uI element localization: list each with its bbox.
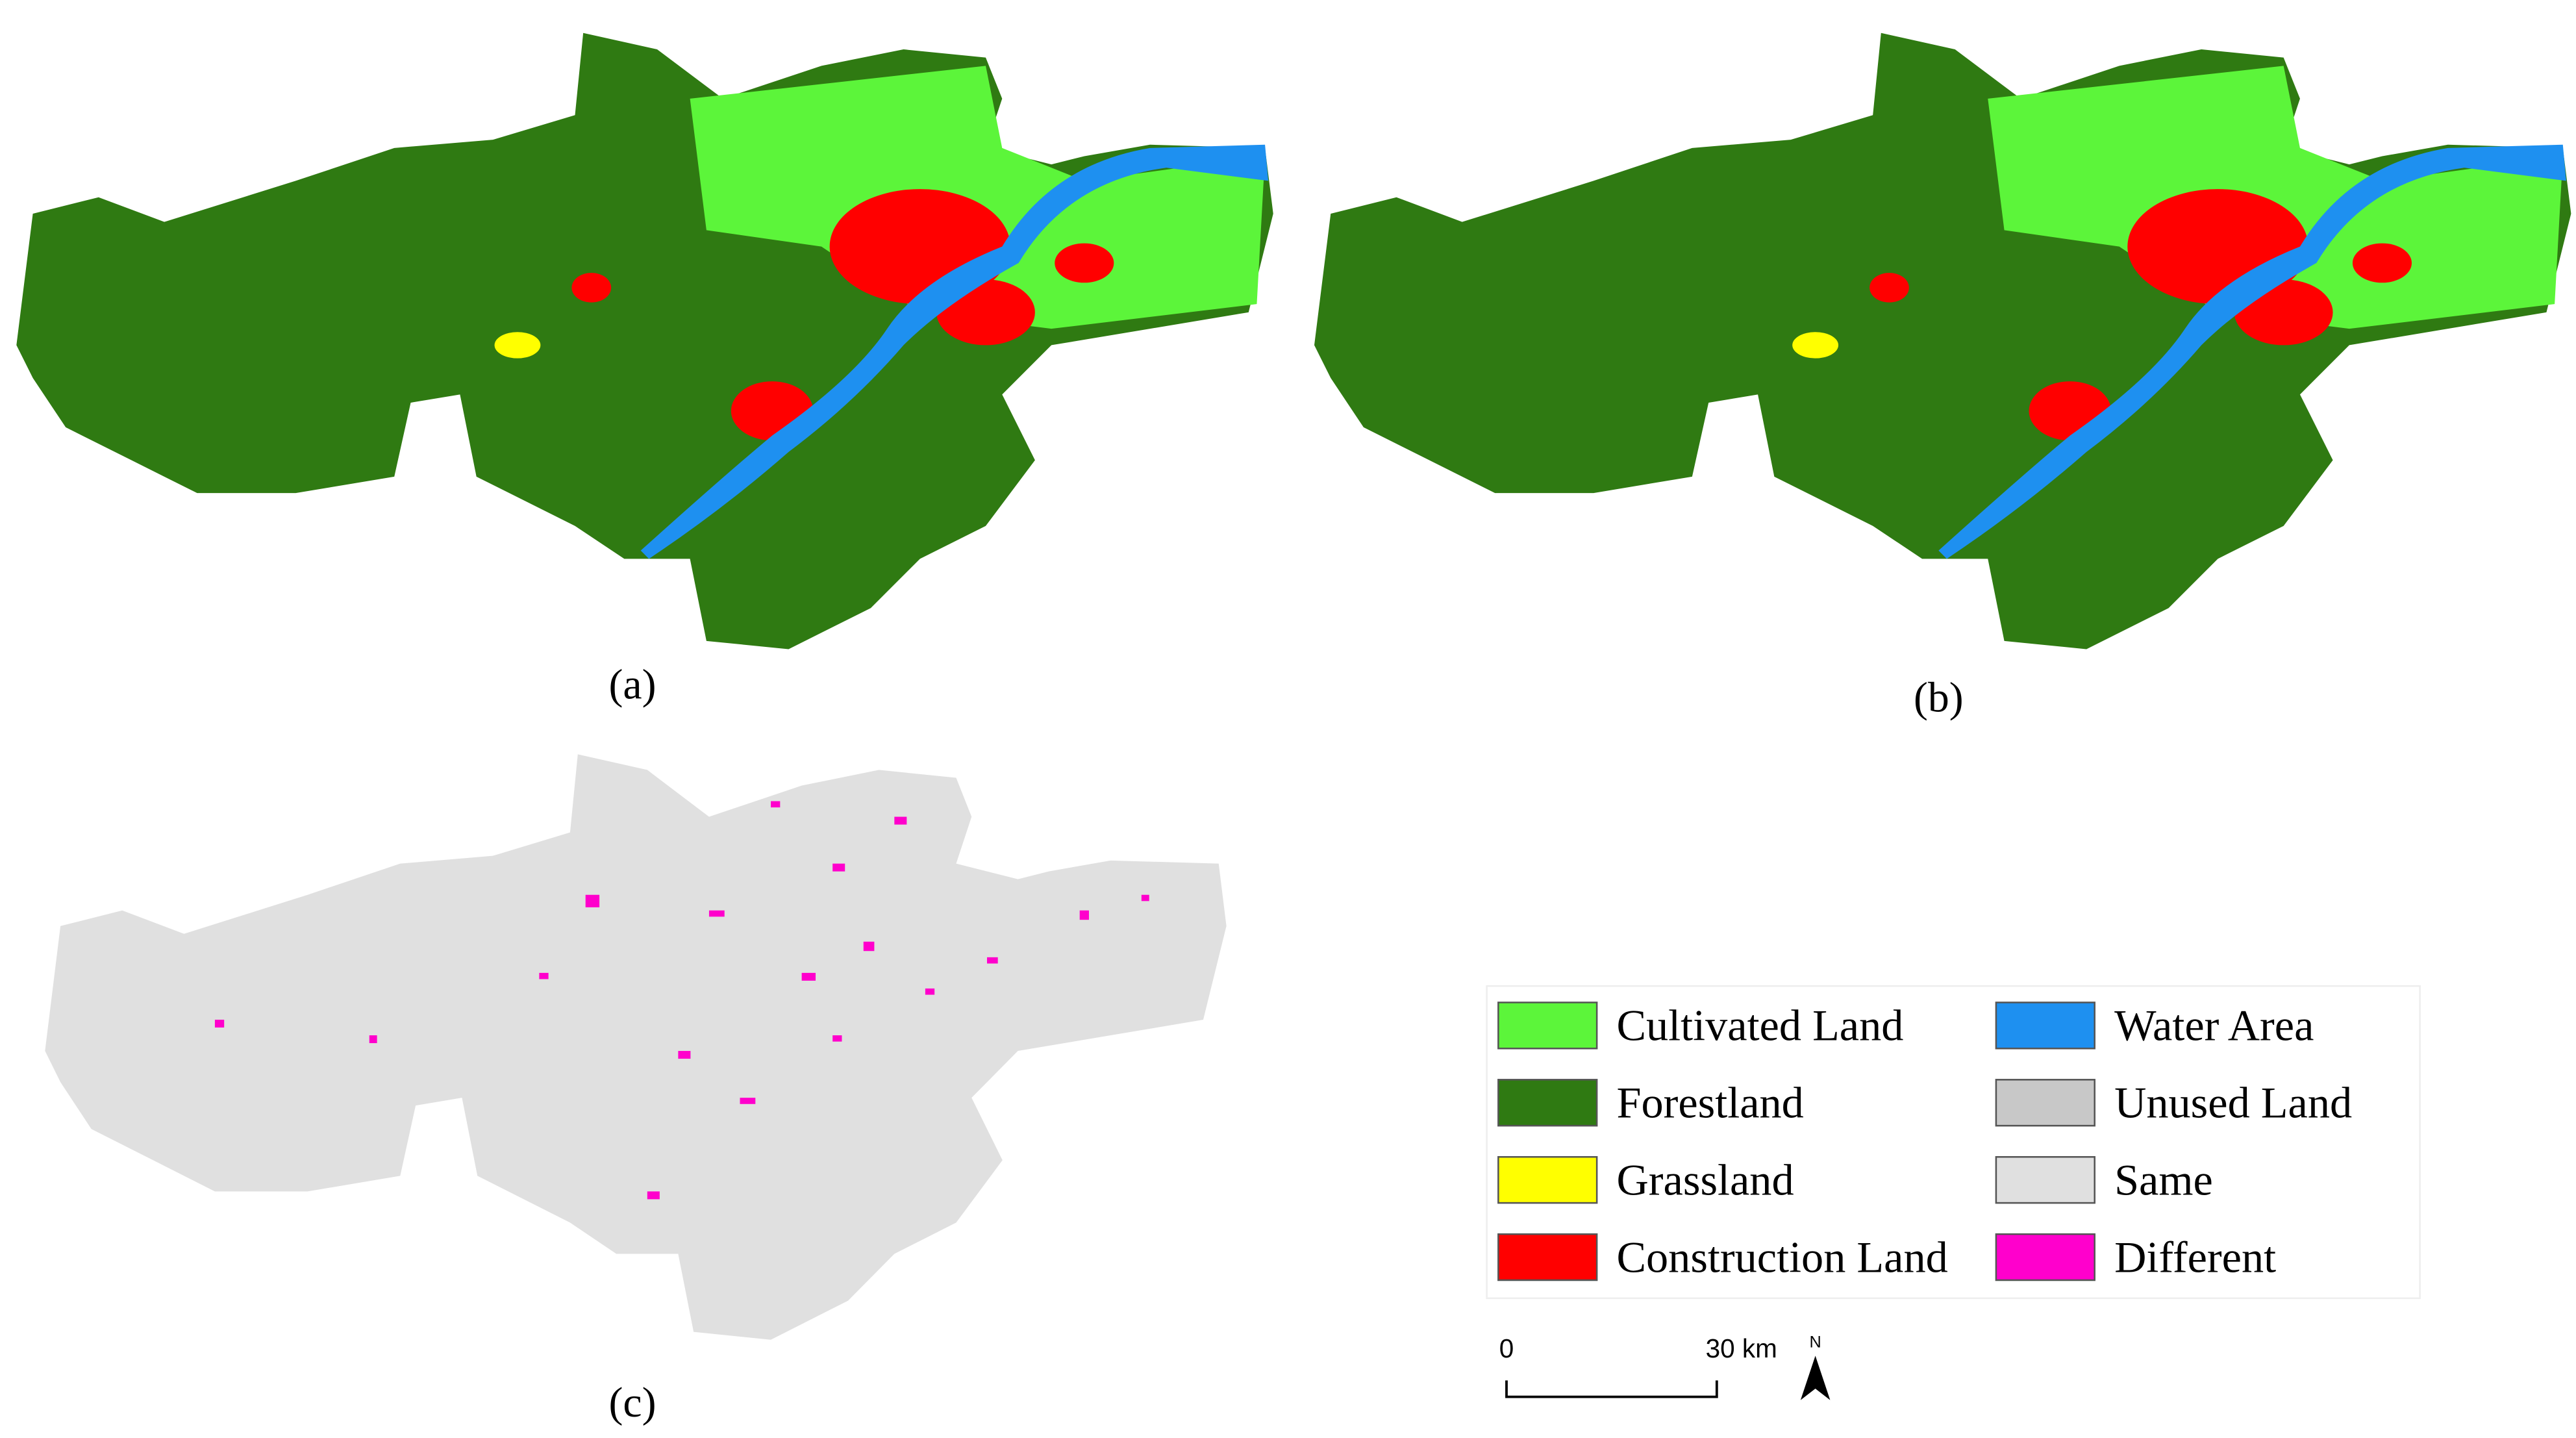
legend-swatch: [1497, 1002, 1598, 1050]
panel-label: (c): [609, 1379, 657, 1426]
map-c: [45, 754, 1227, 1340]
legend-label: Cultivated Land: [1616, 1001, 1903, 1050]
legend-label: Same: [2114, 1155, 2213, 1204]
legend-label: Forestland: [1616, 1078, 1803, 1128]
legend-label: Water Area: [2114, 1001, 2314, 1050]
panel-label: (b): [1914, 674, 1964, 722]
scale-end: 30 km: [1706, 1333, 1777, 1363]
legend-swatch: [1497, 1233, 1598, 1281]
legend-swatch: [1497, 1155, 1598, 1204]
panel-label: (a): [609, 661, 657, 708]
legend-swatch: [1995, 1079, 2095, 1127]
legend-swatch: [1497, 1079, 1598, 1127]
legend-label: Different: [2114, 1232, 2276, 1281]
legend-label: Construction Land: [1616, 1232, 1947, 1281]
map-b: [1314, 33, 2571, 650]
scale-bar: 0 30 km N: [1499, 1333, 1831, 1400]
legend-frame: [1486, 985, 2421, 1300]
legend-label: Grassland: [1616, 1155, 1794, 1204]
legend-swatch: [1995, 1155, 2095, 1204]
map-a: [16, 33, 1273, 650]
legend-swatch: [1995, 1233, 2095, 1281]
north-label: N: [1809, 1333, 1821, 1352]
legend-label: Unused Land: [2114, 1078, 2352, 1128]
north-arrow: [1800, 1356, 1831, 1400]
legend-swatch: [1995, 1002, 2095, 1050]
legend: Cultivated Land Forestland Grassland Constr…: [1486, 985, 2421, 1300]
scale-start: 0: [1499, 1333, 1514, 1363]
